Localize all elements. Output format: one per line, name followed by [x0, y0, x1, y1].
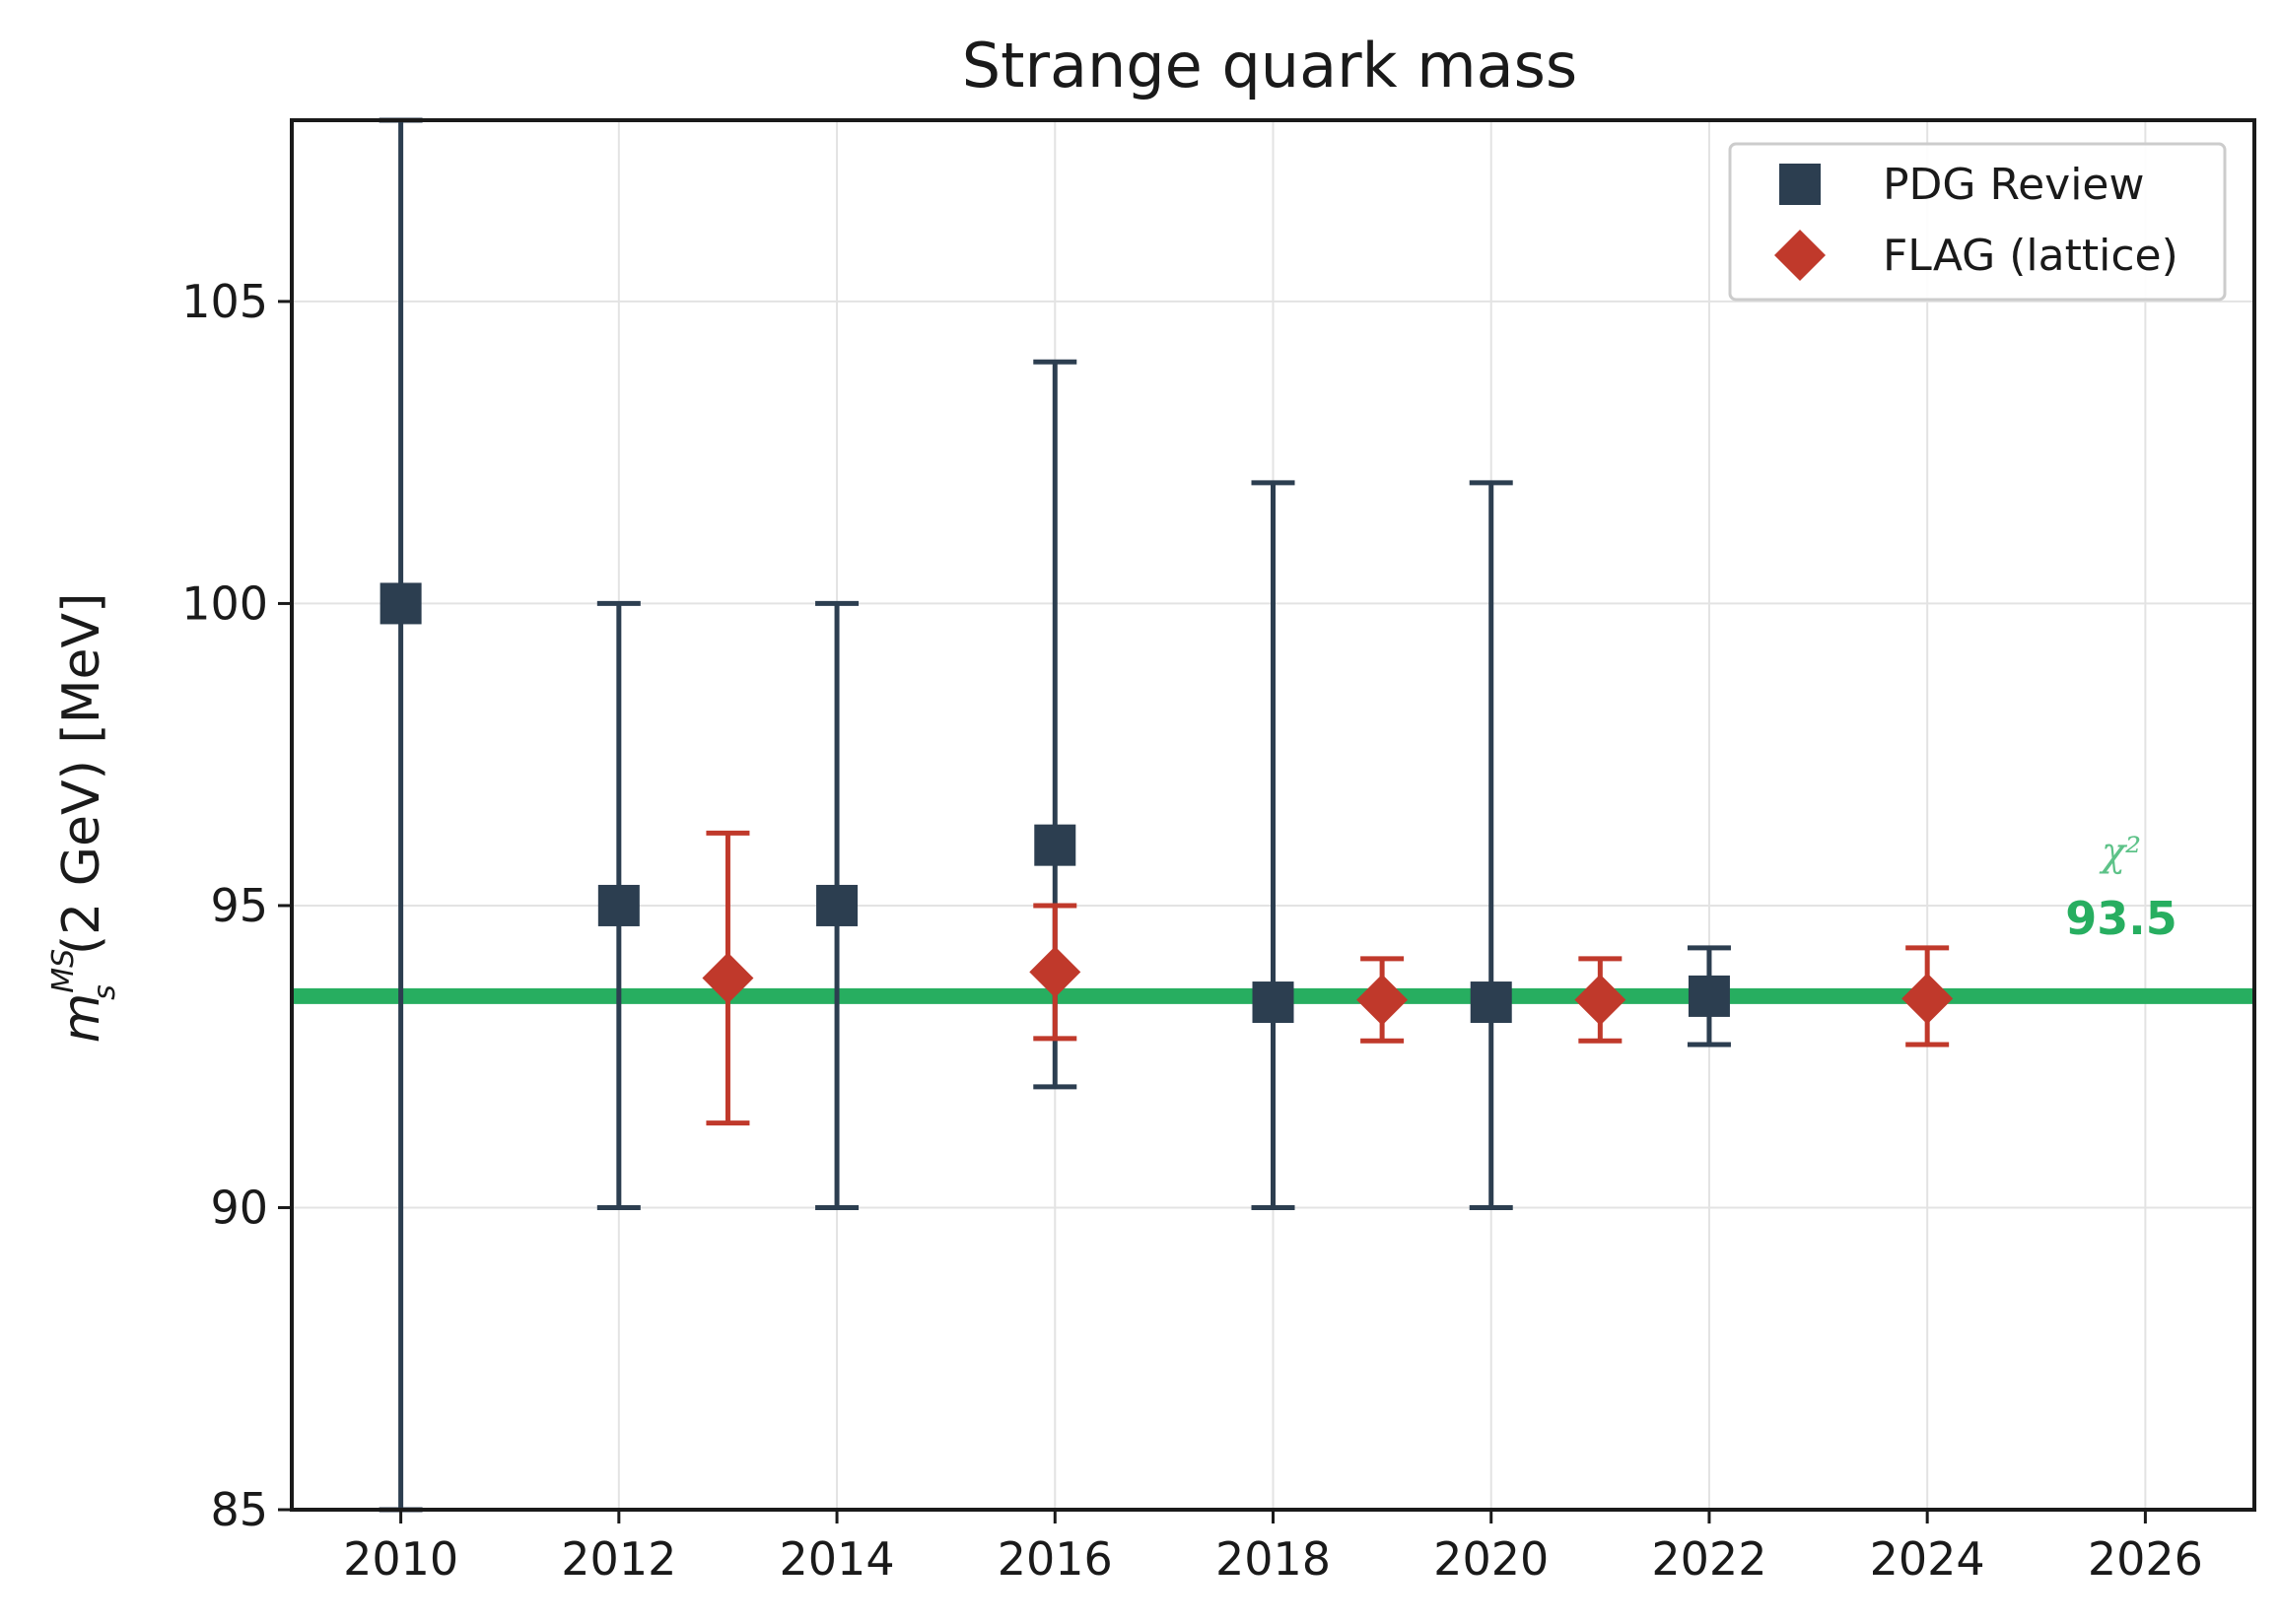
marker-square: [1470, 981, 1512, 1024]
data-point: [1251, 480, 1295, 1210]
data-point: [1901, 945, 1954, 1048]
x-tick-label: 2018: [1215, 1532, 1331, 1586]
legend-label: FLAG (lattice): [1883, 231, 2178, 281]
y-axis-label-rest: (2 GeV) [MeV]: [52, 593, 111, 956]
data-point: [1574, 956, 1626, 1044]
y-axis-label-subscript: s: [88, 984, 122, 1000]
marker-square: [1034, 824, 1076, 866]
y-tick-label: 85: [210, 1483, 268, 1536]
marker-square: [1252, 981, 1294, 1024]
series: [379, 117, 1954, 1513]
y-tick-label: 100: [181, 576, 268, 630]
data-point: [1687, 945, 1731, 1048]
chart-title: Strange quark mass: [962, 30, 1577, 102]
x-tick-label: 2022: [1651, 1532, 1766, 1586]
marker-square: [1688, 975, 1730, 1017]
legend-item: PDG Review: [1779, 160, 2144, 210]
x-tick-label: 2014: [780, 1532, 895, 1586]
reference-line-label-value: 93.5: [2065, 892, 2177, 945]
legend-marker: [1774, 230, 1826, 281]
data-point: [1356, 956, 1409, 1044]
marker-diamond: [702, 952, 754, 1004]
legend-item: FLAG (lattice): [1774, 230, 2178, 281]
marker-diamond: [1029, 946, 1081, 998]
marker-diamond: [1574, 974, 1626, 1026]
data-point: [702, 830, 754, 1126]
data-point: [1029, 903, 1081, 1042]
y-tick-label: 90: [210, 1181, 268, 1234]
x-tick-label: 2016: [998, 1532, 1113, 1586]
x-tick-label: 2010: [343, 1532, 458, 1586]
x-tick-label: 2026: [2088, 1532, 2203, 1586]
legend: PDG Review FLAG (lattice): [1728, 142, 2227, 302]
y-tick-label: 105: [181, 275, 268, 328]
series-flag-lattice: [702, 830, 1954, 1126]
reference-line-label-symbol: χ²: [2099, 830, 2141, 875]
y-tick-label: 95: [210, 879, 268, 932]
x-tick-label: 2024: [1870, 1532, 1985, 1586]
marker-square: [380, 582, 422, 625]
marker-square: [816, 884, 859, 926]
data-point: [815, 600, 860, 1210]
series-pdg-review: [379, 117, 1731, 1513]
legend-label: PDG Review: [1883, 160, 2144, 210]
y-axis-label-symbol: m: [52, 993, 111, 1044]
legend-marker: [1779, 164, 1821, 205]
data-point: [596, 600, 641, 1210]
marker-diamond: [1356, 974, 1409, 1026]
marker-square: [597, 884, 640, 926]
x-tick-label: 2020: [1433, 1532, 1549, 1586]
y-axis-label-superscript: MS: [46, 949, 81, 993]
marker-diamond: [1901, 973, 1954, 1025]
x-tick-label: 2012: [561, 1532, 676, 1586]
data-point: [1469, 480, 1513, 1210]
y-axis-ticks: 85 90 95 100 105: [181, 275, 292, 1536]
legend-box: [1728, 142, 2227, 302]
y-axis-label: mMS s (2 GeV) [MeV]: [46, 593, 122, 1044]
x-axis-ticks: 2010 2012 2014 2016 2018 2020 2022 2024 2026: [343, 1510, 2203, 1586]
